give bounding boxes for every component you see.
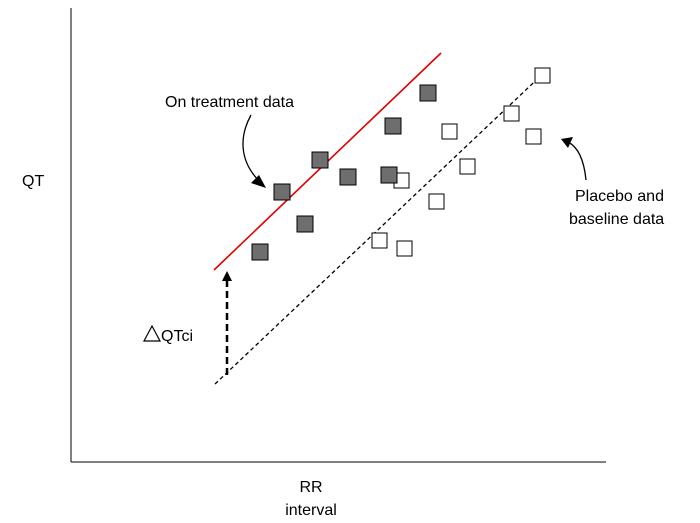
axes: [70, 8, 606, 463]
placebo-marker: [525, 128, 542, 145]
placebo-regression-line: [214, 67, 550, 385]
treatment-pointer-arrowhead: [251, 175, 266, 188]
treatment-marker: [296, 215, 314, 233]
treatment-marker: [384, 117, 402, 135]
treatment-marker: [380, 166, 398, 184]
placebo-marker: [371, 232, 388, 249]
treatment-pointer-arrow: [242, 114, 261, 183]
x-axis-label-line1: RR: [299, 479, 322, 496]
placebo-marker: [428, 193, 445, 210]
treatment-markers: [251, 84, 437, 261]
treatment-annotation: On treatment data: [165, 94, 294, 111]
y-axis-label: QT: [22, 173, 44, 190]
placebo-marker: [534, 67, 551, 84]
treatment-marker: [339, 168, 357, 186]
placebo-annotation-line1: Placebo and: [575, 188, 664, 205]
placebo-marker: [459, 158, 476, 175]
placebo-markers: [371, 67, 551, 257]
treatment-marker: [419, 84, 437, 102]
placebo-annotation-line2: baseline data: [569, 211, 664, 228]
triangle-icon: [143, 324, 161, 342]
placebo-pointer-arrow: [567, 141, 587, 181]
treatment-marker: [273, 183, 291, 201]
x-axis-label-line2: interval: [285, 502, 337, 519]
treatment-marker: [251, 243, 269, 261]
placebo-marker: [503, 105, 520, 122]
placebo-pointer-arrowhead: [561, 137, 573, 148]
delta-qtci-label: QTci: [161, 328, 193, 345]
treatment-marker: [311, 151, 329, 169]
placebo-marker: [396, 240, 413, 257]
placebo-marker: [441, 123, 458, 140]
